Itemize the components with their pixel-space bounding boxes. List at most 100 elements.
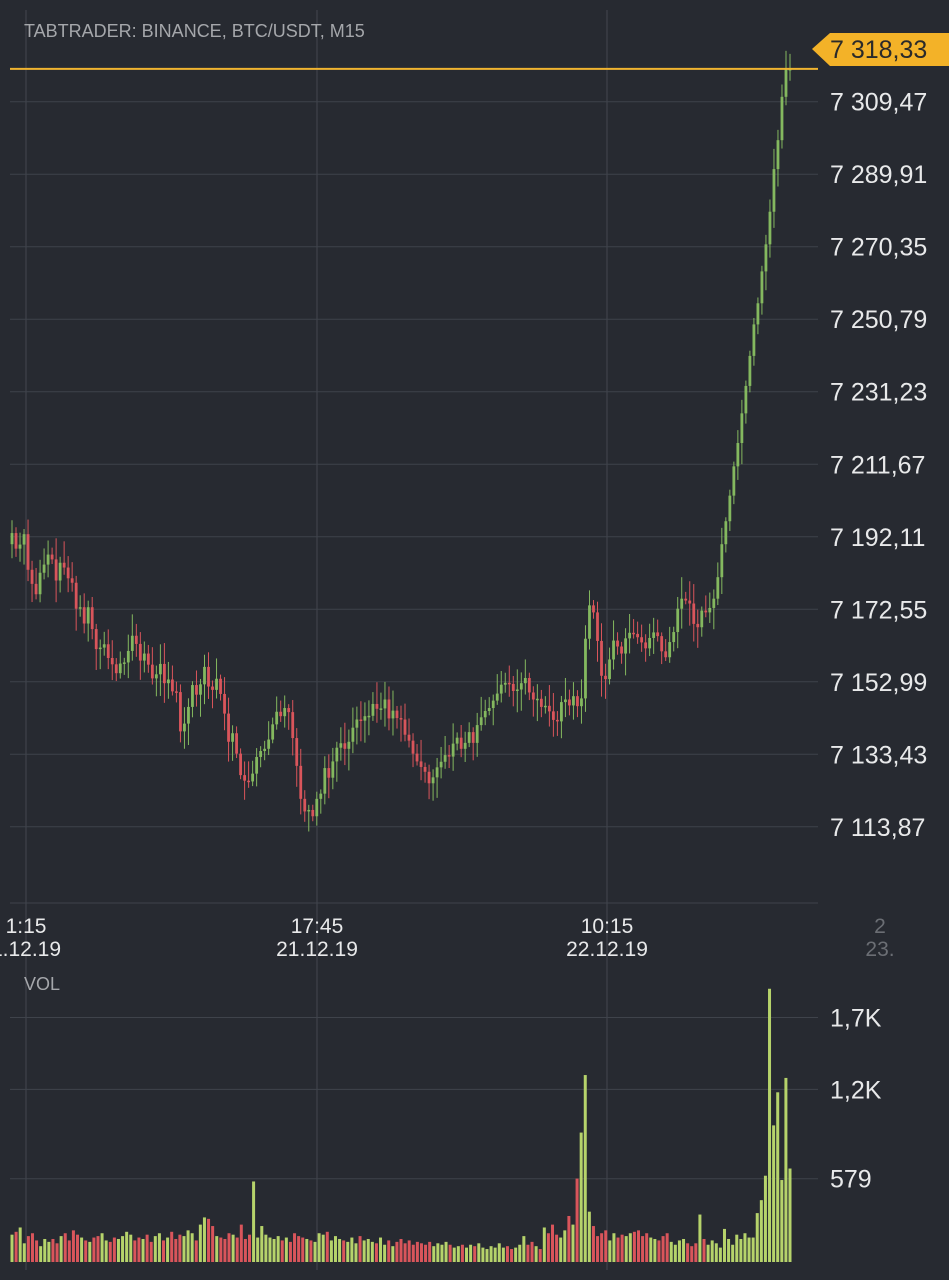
volume-bar [546,1233,550,1262]
volume-bar [583,1075,587,1262]
candle-body [227,713,230,742]
grid-lines [10,10,818,1270]
volume-bar [673,1244,677,1262]
volume-bar [71,1230,75,1262]
volume-bar [301,1237,305,1262]
volume-bar [424,1244,428,1262]
candle-body [243,775,246,781]
volume-bar [157,1233,161,1262]
volume-bar [22,1243,26,1262]
candle-body [183,723,186,732]
volume-bar [571,1224,575,1262]
volume-bar [219,1237,223,1262]
volume-bar [731,1244,735,1262]
candle-body [26,534,30,570]
candle-body [684,598,688,601]
volume-bar [18,1227,22,1262]
candle-body [439,761,443,768]
volume-bar [641,1236,645,1262]
candle-body [772,169,776,212]
volume-tick-label: 1,2K [830,1076,882,1104]
price-tick-label: 7 270,35 [830,234,927,262]
candle-body [487,708,491,711]
volume-bar [690,1246,694,1262]
volume-bar [403,1243,407,1262]
volume-bar [358,1236,362,1262]
volume-bar [112,1237,116,1262]
candle-body [419,761,423,767]
candle-body [604,675,607,680]
candle-body [547,705,551,712]
volume-bar [67,1240,71,1262]
volume-bar [493,1247,497,1262]
candle-body [588,605,591,639]
price-tick-label: 7 250,79 [830,306,927,334]
volume-bar [14,1231,18,1262]
volume-bar [481,1247,485,1262]
time-tick-label: 10:15 [581,915,634,938]
volume-bar [612,1233,616,1262]
candle-body [126,650,130,663]
candle-body [728,495,732,522]
candle-body [479,717,483,726]
candle-body [652,632,656,638]
candle-body [688,600,692,604]
candle-body [696,623,700,628]
candle-body [235,733,238,754]
volume-bar [391,1246,395,1262]
volume-bar [284,1237,288,1262]
candle-body [291,712,295,739]
candle-body [319,793,323,799]
candle-body [467,732,471,743]
candle-body [179,692,182,732]
volume-bar [260,1226,264,1262]
candle-body [736,443,740,467]
volume-bar [784,1077,788,1262]
volume-bar [211,1226,215,1262]
candle-body [311,809,315,817]
volume-bar [669,1241,673,1262]
candle-body [535,698,539,701]
candle-body [451,743,455,757]
candle-body [584,638,587,699]
volume-bar [235,1237,239,1262]
volume-bar [293,1233,297,1262]
candle-body [122,662,126,664]
date-tick-label: 22.12.19 [566,938,648,961]
candle-body [560,702,563,722]
volume-bar [35,1240,39,1262]
volume-bar [137,1237,141,1262]
candle-body [539,698,543,707]
candle-body [259,751,263,757]
volume-bar [698,1214,702,1262]
candle-body [403,719,407,735]
candle-body [596,612,599,641]
current-price-label[interactable]: 7 318,33 [812,33,949,66]
candle-body [519,683,523,690]
volume-bar [190,1233,194,1262]
volume-bar [346,1241,350,1262]
volume-bar [84,1240,88,1262]
candle-body [676,608,680,633]
candle-body [247,780,251,783]
date-tick-label: 1.12.19 [0,938,61,961]
volume-bar [751,1237,755,1262]
time-tick-label: 17:45 [291,915,344,938]
candle-body [375,703,379,709]
volume-bar [125,1231,129,1262]
candle-body [744,385,748,414]
candle-body [784,69,788,97]
candle-body [407,734,411,741]
volume-bar [444,1241,448,1262]
volume-bar [411,1244,415,1262]
volume-bar [768,988,772,1262]
candle-body [195,685,198,695]
candle-body [38,572,42,595]
volume-bar [436,1243,440,1262]
candle-body [339,743,343,748]
volume-bar [133,1240,137,1262]
volume-bar [170,1231,174,1262]
